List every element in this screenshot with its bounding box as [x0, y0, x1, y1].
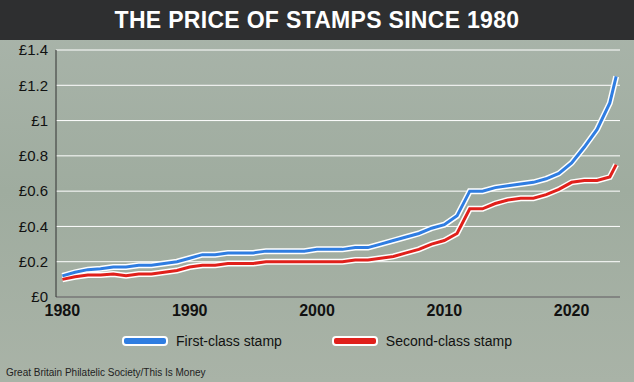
- svg-text:2020: 2020: [554, 302, 590, 319]
- html-text:Great Britain Philatelic Socie: Great Britain Philatelic Society/This Is…: [6, 367, 206, 378]
- svg-text:£1.2: £1.2: [19, 77, 48, 94]
- svg-text:£0.6: £0.6: [19, 182, 48, 199]
- svg-text:£1: £1: [31, 112, 48, 129]
- svg-text:2000: 2000: [299, 302, 335, 319]
- svg-text:£0.8: £0.8: [19, 147, 48, 164]
- svg-text:£0: £0: [31, 288, 48, 305]
- svg-text:2010: 2010: [427, 302, 463, 319]
- html-text:Second-class stamp: Second-class stamp: [385, 333, 512, 349]
- svg-text:1990: 1990: [172, 302, 208, 319]
- svg-text:£1.4: £1.4: [19, 41, 48, 58]
- svg-text:1980: 1980: [45, 302, 81, 319]
- html-text:First-class stamp: First-class stamp: [176, 333, 282, 349]
- html-text:THE PRICE OF STAMPS SINCE 1980: THE PRICE OF STAMPS SINCE 1980: [114, 6, 520, 33]
- svg-text:£0.2: £0.2: [19, 253, 48, 270]
- svg-text:£0.4: £0.4: [19, 218, 48, 235]
